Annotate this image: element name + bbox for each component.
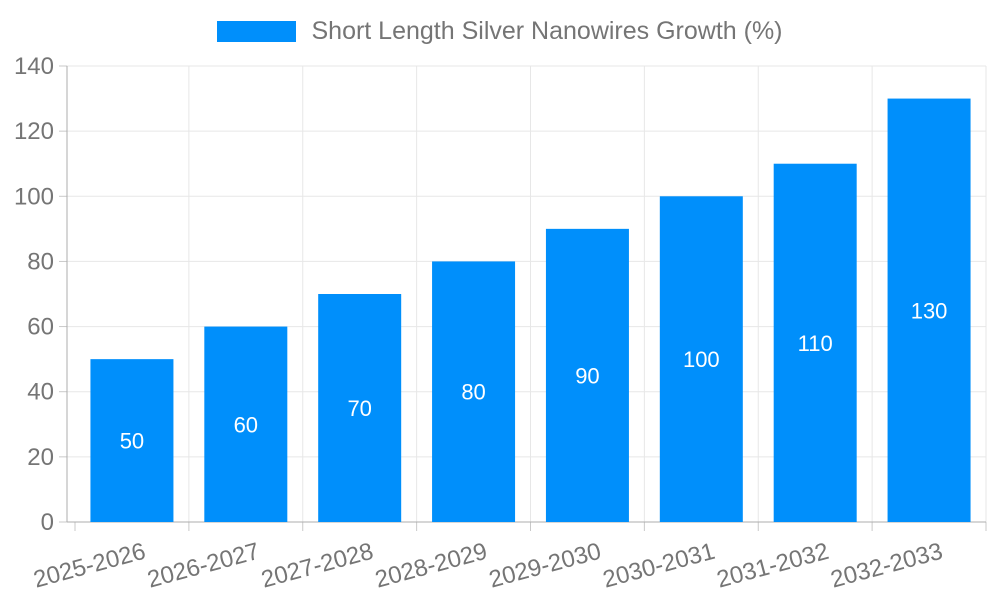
bar[interactable] — [90, 359, 174, 522]
x-axis-tick-label: 2026-2027 — [145, 538, 263, 594]
legend-swatch — [217, 20, 297, 42]
y-axis-tick-label: 120 — [14, 118, 54, 145]
x-axis-tick-label: 2030-2031 — [600, 538, 718, 594]
bar-value-label: 110 — [798, 331, 833, 356]
y-axis-tick-label: 20 — [27, 444, 54, 471]
y-axis-tick-label: 100 — [14, 183, 54, 210]
x-axis-tick-label: 2032-2033 — [828, 538, 946, 594]
bar-value-label: 100 — [683, 347, 720, 372]
bar[interactable] — [204, 326, 288, 522]
x-axis-tick-label: 2031-2032 — [714, 538, 832, 594]
bar-value-label: 50 — [120, 429, 144, 454]
bar-value-label: 80 — [461, 380, 485, 405]
x-axis-tick-label: 2025-2026 — [31, 538, 149, 594]
legend-label: Short Length Silver Nanowires Growth (%) — [311, 17, 783, 45]
bar-value-label: 130 — [911, 298, 948, 323]
bar[interactable] — [659, 196, 743, 523]
x-axis-tick-label: 2028-2029 — [372, 538, 490, 594]
bar[interactable] — [318, 294, 402, 522]
y-axis-tick-label: 0 — [41, 509, 54, 536]
bar-value-label: 90 — [575, 363, 599, 388]
bar[interactable] — [773, 163, 857, 522]
y-axis-tick-label: 80 — [27, 248, 54, 275]
y-axis-tick-label: 140 — [14, 53, 54, 80]
bar-value-label: 60 — [234, 412, 258, 437]
bar-value-label: 70 — [347, 396, 371, 421]
y-axis-tick-label: 60 — [27, 314, 54, 341]
y-axis-tick-label: 40 — [27, 379, 54, 406]
bar[interactable] — [545, 228, 629, 522]
x-axis-tick-label: 2029-2030 — [486, 538, 604, 594]
chart-legend[interactable]: Short Length Silver Nanowires Growth (%) — [0, 17, 1000, 45]
x-axis-tick-label: 2027-2028 — [258, 538, 376, 594]
bar[interactable] — [432, 261, 516, 522]
bar[interactable] — [887, 98, 971, 523]
